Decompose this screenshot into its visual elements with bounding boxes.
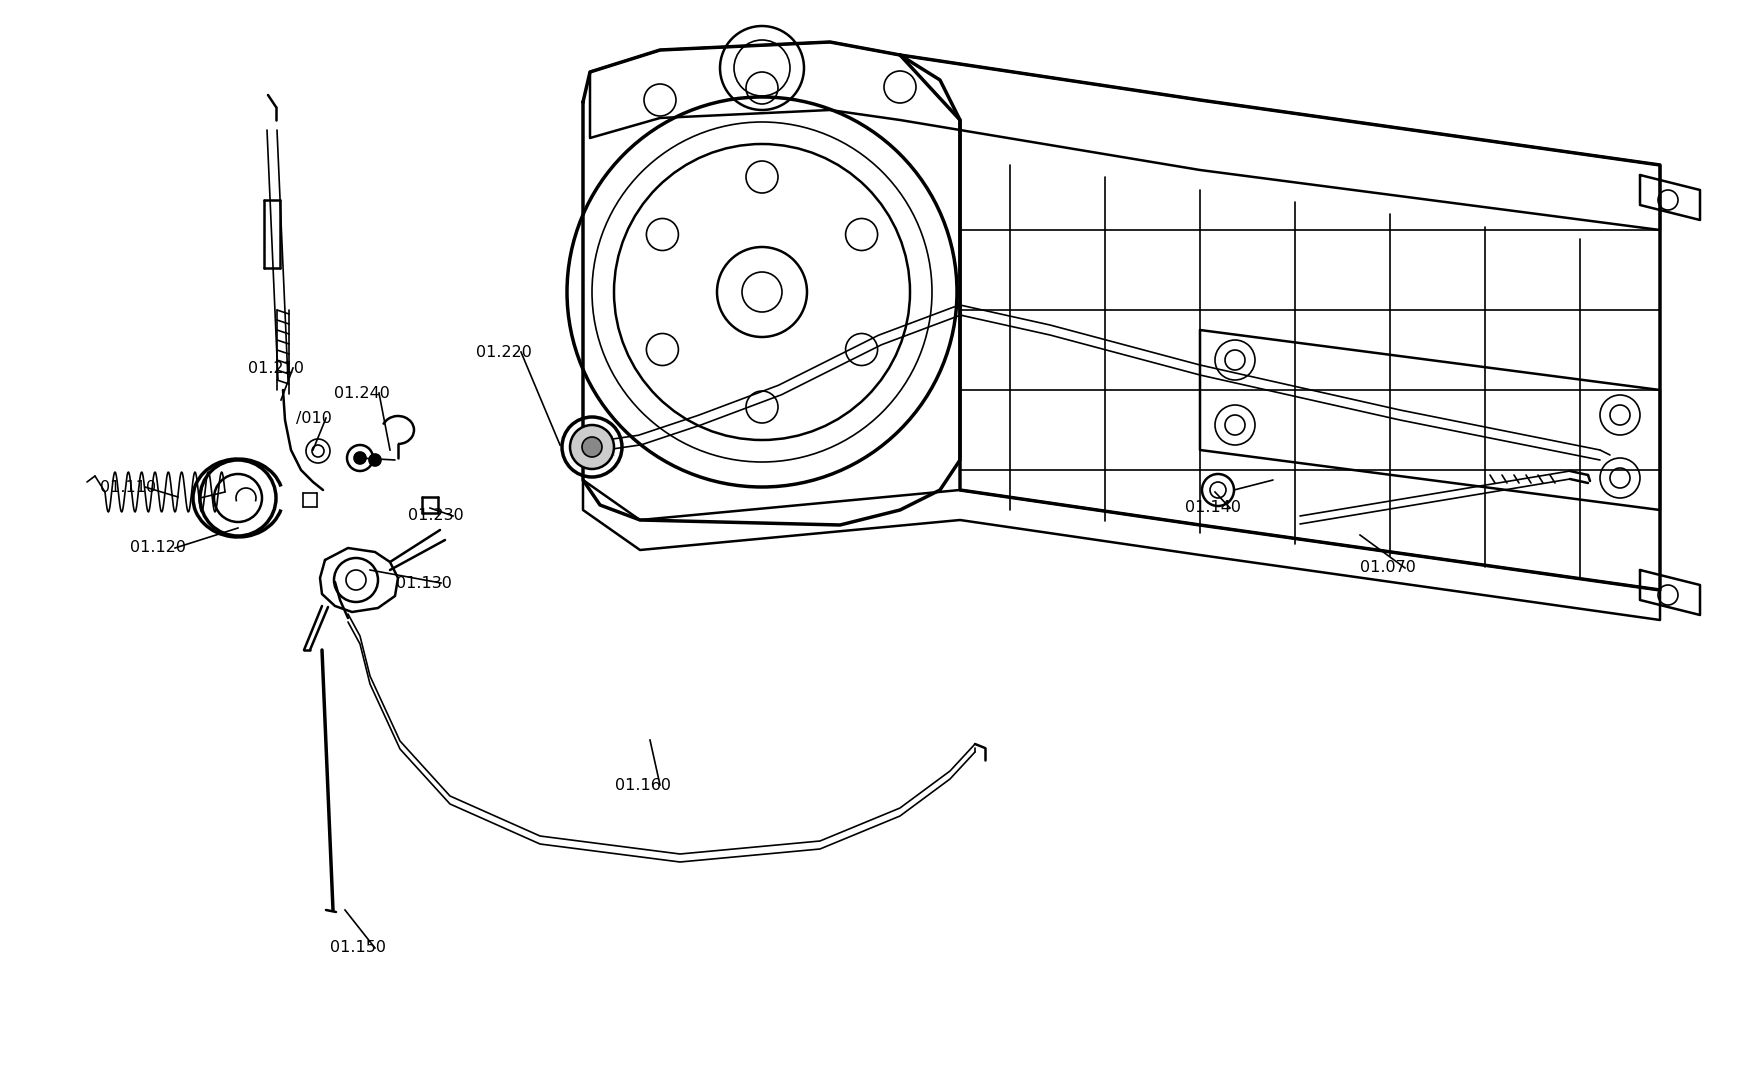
Text: 01.210: 01.210: [249, 361, 304, 376]
Text: 01.070: 01.070: [1360, 561, 1416, 576]
Text: 01.140: 01.140: [1184, 501, 1240, 516]
Text: 01.150: 01.150: [330, 941, 386, 956]
Circle shape: [570, 425, 614, 469]
Circle shape: [581, 437, 602, 457]
Text: 01.220: 01.220: [476, 345, 532, 360]
Text: 01.160: 01.160: [614, 778, 671, 793]
Text: 01.230: 01.230: [407, 508, 464, 523]
Text: 01.240: 01.240: [334, 385, 390, 400]
Circle shape: [353, 452, 365, 464]
Text: 01.110: 01.110: [99, 479, 157, 494]
Text: 01.130: 01.130: [396, 576, 452, 591]
Text: 01.120: 01.120: [130, 540, 186, 555]
Text: /010: /010: [296, 411, 332, 426]
Circle shape: [369, 454, 381, 467]
